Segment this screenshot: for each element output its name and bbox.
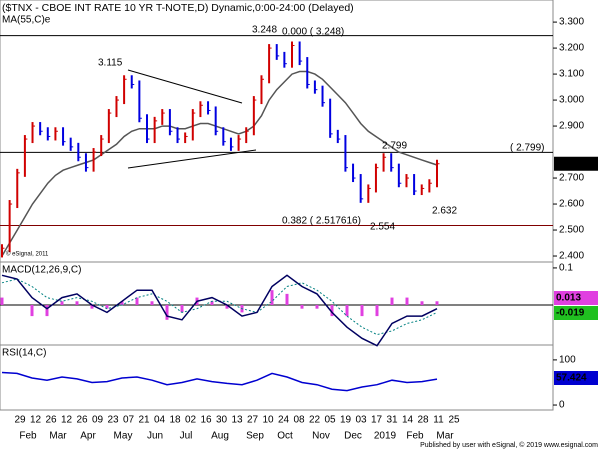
month-label: Dec (344, 431, 362, 442)
value-label: 57.424 (556, 373, 587, 384)
x-tick-label: 23 (107, 415, 119, 426)
y-tick-label: 3.000 (559, 95, 584, 106)
trend-line (127, 69, 243, 104)
month-label: Oct (277, 431, 293, 442)
month-label: Feb (19, 431, 37, 442)
month-label: Jul (180, 431, 193, 442)
month-label: Mar (49, 431, 67, 442)
value-box (554, 306, 598, 320)
y-tick-label: 2.500 (559, 225, 584, 236)
panel-title: RSI(14,C) (2, 348, 46, 359)
annotation: 2.632 (432, 206, 457, 217)
value-box (554, 371, 598, 385)
panel-title: MACD(12,26,9,C) (2, 265, 81, 276)
y-tick-label: 2.400 (559, 251, 584, 262)
x-tick-label: 17 (371, 415, 383, 426)
month-label: 2019 (374, 431, 397, 442)
ma-label: MA(55,C)e (2, 15, 51, 26)
x-tick-label: 11 (433, 415, 444, 426)
x-tick-label: 10 (262, 415, 274, 426)
x-tick-label: 28 (417, 415, 429, 426)
annotation: 2.799 (382, 141, 407, 152)
x-tick-label: 12 (61, 415, 73, 426)
annotation: 3.115 (98, 58, 123, 69)
y-tick-label: 100 (559, 355, 576, 366)
footer: Published by user with eSignal, © 2019 w… (420, 441, 598, 449)
month-label: Mar (436, 431, 454, 442)
x-tick-label: 19 (340, 415, 352, 426)
value-box (554, 156, 598, 171)
x-tick-label: 31 (386, 415, 398, 426)
y-tick-label: 2.700 (559, 173, 584, 184)
x-tick-label: 18 (169, 415, 181, 426)
x-tick-label: 02 (185, 415, 197, 426)
month-label: Apr (80, 431, 96, 442)
x-tick-label: 16 (200, 415, 212, 426)
value-box (554, 291, 598, 305)
y-tick-label: 2.900 (559, 121, 584, 132)
y-tick-label: 3.300 (559, 17, 584, 28)
x-tick-label: 07 (123, 415, 135, 426)
y-tick-label: 0.1 (559, 263, 573, 274)
month-label: Sep (246, 431, 264, 442)
month-label: Aug (211, 431, 229, 442)
y-tick-label: 2.600 (559, 199, 584, 210)
annotation: ( 2.799) (510, 143, 544, 154)
annotation: 0.382 ( 2.517616) (282, 216, 361, 227)
x-tick-label: 27 (247, 415, 259, 426)
trend-line (127, 149, 257, 169)
x-tick-label: 14 (402, 415, 414, 426)
x-tick-label: 12 (30, 415, 42, 426)
x-tick-label: 13 (231, 415, 243, 426)
x-tick-label: 26 (76, 415, 88, 426)
x-tick-label: 26 (45, 415, 57, 426)
month-label: Nov (312, 431, 330, 442)
x-tick-label: 03 (355, 415, 367, 426)
y-tick-label: 0 (559, 400, 565, 411)
annotation: 0.000 ( 3.248) (282, 27, 344, 38)
x-tick-label: 25 (448, 415, 460, 426)
ma-line (1, 70, 438, 257)
month-label: Feb (406, 431, 424, 442)
x-tick-label: 09 (92, 415, 104, 426)
x-tick-label: 05 (324, 415, 336, 426)
x-tick-label: 21 (138, 415, 150, 426)
x-tick-label: 29 (14, 415, 26, 426)
annotation: 2.554 (370, 222, 395, 233)
y-tick-label: 3.100 (559, 69, 584, 80)
value-label: -0.019 (556, 308, 585, 319)
x-tick-label: 08 (293, 415, 305, 426)
value-label: 2.755 (556, 158, 581, 169)
plot-frame (0, 0, 554, 411)
month-label: Jun (147, 431, 163, 442)
x-tick-label: 22 (309, 415, 321, 426)
x-tick-label: 04 (154, 415, 166, 426)
panel-title: ($TNX - CBOE INT RATE 10 YR T-NOTE,D) Dy… (2, 2, 354, 14)
indicator-line (1, 274, 438, 347)
copyright: © eSignal, 2011 (6, 251, 49, 258)
y-tick-label: 3.200 (559, 43, 584, 54)
month-label: May (114, 431, 133, 442)
indicator-line (1, 371, 438, 392)
value-label: 0.013 (556, 293, 581, 304)
x-tick-label: 30 (216, 415, 228, 426)
annotation: 3.248 (252, 25, 277, 36)
x-tick-label: 24 (278, 415, 290, 426)
